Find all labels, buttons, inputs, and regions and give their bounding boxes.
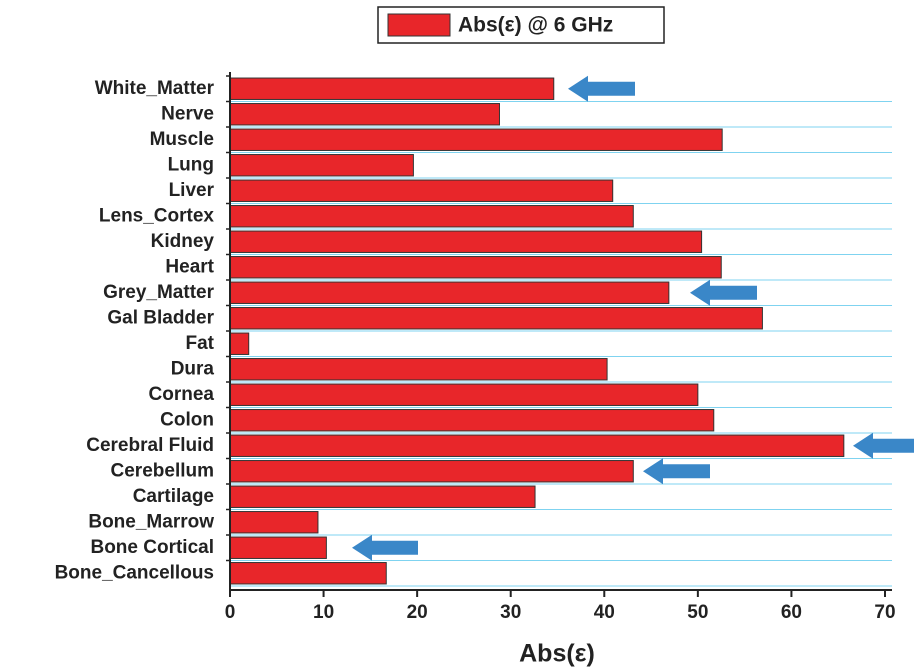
y-tick-label: Kidney — [151, 231, 215, 252]
bar — [229, 460, 634, 483]
bar — [229, 205, 634, 228]
y-tick-label: Bone_Cancellous — [55, 562, 214, 583]
x-tick-label: 60 — [781, 602, 802, 623]
legend-swatch — [387, 13, 451, 37]
bar — [229, 103, 500, 126]
y-tick-label: Bone_Marrow — [88, 511, 214, 532]
y-tick-label: Cerebral Fluid — [86, 435, 214, 456]
y-tick-label: White_Matter — [95, 78, 215, 99]
x-tick-label: 10 — [313, 602, 334, 623]
bar — [229, 256, 722, 279]
y-tick-label: Bone Cortical — [90, 537, 214, 558]
y-tick-label: Fat — [186, 333, 215, 354]
y-tick-label: Cornea — [149, 384, 215, 405]
bar — [229, 434, 845, 457]
y-tick-label: Grey_Matter — [103, 282, 214, 303]
bar — [229, 536, 327, 559]
bar — [229, 154, 414, 177]
bar — [229, 332, 250, 355]
bar — [229, 409, 715, 432]
bar — [229, 128, 723, 151]
bar — [229, 562, 387, 585]
y-tick-label: Dura — [171, 358, 215, 379]
y-tick-label: Nerve — [161, 103, 214, 124]
x-tick-label: 40 — [594, 602, 615, 623]
bar — [229, 307, 763, 330]
bar — [229, 281, 670, 304]
bar — [229, 230, 703, 253]
y-tick-label: Muscle — [150, 129, 214, 150]
y-tick-label: Cerebellum — [111, 460, 214, 481]
bar — [229, 511, 319, 534]
y-tick-label: Lens_Cortex — [99, 205, 215, 226]
bar — [229, 179, 614, 202]
annotation-arrow — [352, 534, 418, 561]
annotation-arrow — [690, 279, 757, 306]
y-tick-label: Liver — [169, 180, 215, 201]
y-tick-label: Colon — [160, 409, 214, 430]
annotation-arrow — [568, 75, 635, 102]
x-tick-label: 70 — [874, 602, 895, 623]
annotation-arrow — [853, 432, 914, 459]
annotation-arrow — [643, 458, 710, 485]
x-axis-title: Abs(ε) — [519, 640, 595, 668]
x-tick-label: 20 — [407, 602, 428, 623]
x-tick-label: 50 — [687, 602, 708, 623]
y-tick-label: Heart — [165, 256, 214, 277]
y-tick-label: Lung — [168, 154, 214, 175]
x-tick-label: 30 — [500, 602, 521, 623]
y-tick-label: Cartilage — [133, 486, 214, 507]
bar — [229, 383, 699, 406]
y-tick-label: Gal Bladder — [107, 307, 214, 328]
bar — [229, 358, 608, 381]
x-tick-label: 0 — [225, 602, 236, 623]
legend-label: Abs(ε) @ 6 GHz — [458, 14, 613, 37]
bar — [229, 77, 555, 100]
bar — [229, 485, 536, 508]
